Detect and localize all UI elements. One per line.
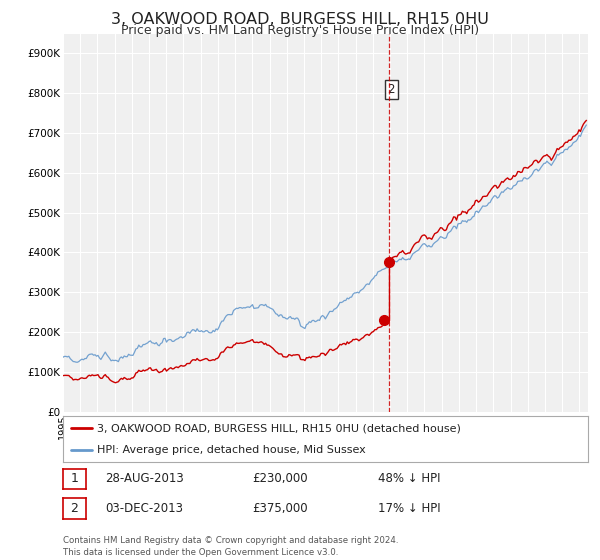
Text: £230,000: £230,000 [252,472,308,486]
Text: 3, OAKWOOD ROAD, BURGESS HILL, RH15 0HU (detached house): 3, OAKWOOD ROAD, BURGESS HILL, RH15 0HU … [97,423,461,433]
Text: 48% ↓ HPI: 48% ↓ HPI [378,472,440,486]
Text: 2: 2 [388,83,395,96]
Text: 28-AUG-2013: 28-AUG-2013 [105,472,184,486]
Text: 1: 1 [70,472,79,486]
Text: 2: 2 [70,502,79,515]
Text: 03-DEC-2013: 03-DEC-2013 [105,502,183,515]
Text: Contains HM Land Registry data © Crown copyright and database right 2024.: Contains HM Land Registry data © Crown c… [63,536,398,545]
Text: Price paid vs. HM Land Registry's House Price Index (HPI): Price paid vs. HM Land Registry's House … [121,24,479,36]
Text: This data is licensed under the Open Government Licence v3.0.: This data is licensed under the Open Gov… [63,548,338,557]
Text: 3, OAKWOOD ROAD, BURGESS HILL, RH15 0HU: 3, OAKWOOD ROAD, BURGESS HILL, RH15 0HU [111,12,489,27]
Text: HPI: Average price, detached house, Mid Sussex: HPI: Average price, detached house, Mid … [97,445,366,455]
Text: £375,000: £375,000 [252,502,308,515]
Text: 17% ↓ HPI: 17% ↓ HPI [378,502,440,515]
